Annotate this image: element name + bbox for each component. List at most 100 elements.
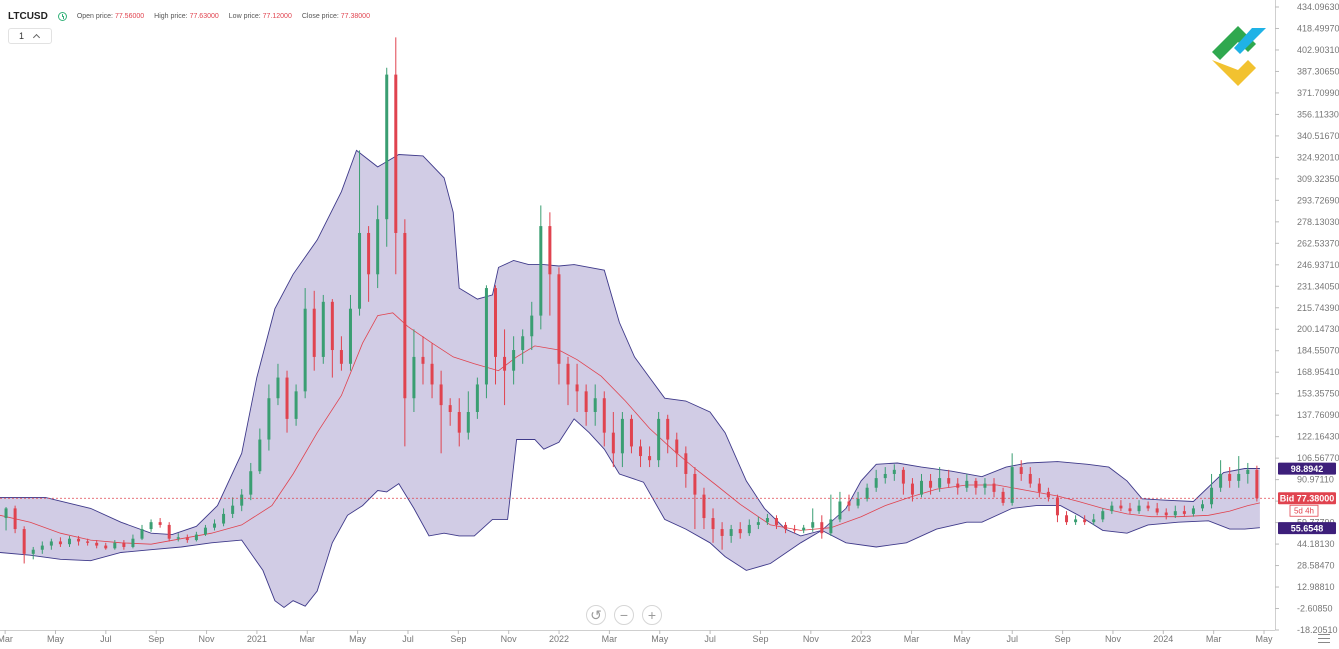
candle-body bbox=[557, 274, 561, 364]
candle-body bbox=[203, 527, 207, 535]
interval-value: 1 bbox=[19, 31, 25, 41]
brand-logo-icon bbox=[1212, 26, 1266, 86]
lower-band-badge: 55.6548 bbox=[1291, 524, 1324, 534]
candle-body bbox=[1146, 505, 1150, 509]
band-fill bbox=[0, 150, 1260, 608]
candle-body bbox=[938, 478, 942, 488]
close-price-value: 77.38000 bbox=[340, 12, 370, 20]
high-price-value: 77.63000 bbox=[189, 12, 219, 20]
x-tick-label: May bbox=[349, 634, 367, 644]
candle-body bbox=[4, 508, 8, 519]
candle-body bbox=[756, 522, 760, 525]
candle-body bbox=[267, 398, 271, 440]
candle-body bbox=[675, 439, 679, 454]
candle-body bbox=[620, 418, 624, 454]
x-tick-label: Mar bbox=[602, 634, 618, 644]
y-tick-label: 106.56770 bbox=[1297, 453, 1339, 463]
candle-body bbox=[1046, 491, 1050, 498]
x-tick-label: Nov bbox=[803, 634, 820, 644]
y-tick-label: 402.90310 bbox=[1297, 45, 1339, 55]
candle-body bbox=[1028, 473, 1032, 484]
candle-body bbox=[1119, 505, 1123, 509]
candle-body bbox=[367, 232, 371, 275]
bid-price-badge-bg bbox=[1278, 492, 1336, 505]
candle-body bbox=[1128, 508, 1132, 512]
candle-body bbox=[1019, 467, 1023, 474]
candle-body bbox=[829, 519, 833, 534]
candle-body bbox=[403, 232, 407, 399]
candle-body bbox=[185, 537, 189, 541]
candle-body bbox=[213, 523, 217, 528]
candle-body bbox=[276, 377, 280, 399]
y-tick-label: 137.76090 bbox=[1297, 410, 1339, 420]
y-tick-label: -2.60850 bbox=[1297, 604, 1333, 614]
y-tick-label: 246.93710 bbox=[1297, 260, 1339, 270]
y-tick-label: 371.70990 bbox=[1297, 88, 1339, 98]
candle-body bbox=[140, 529, 144, 539]
candle-body bbox=[702, 494, 706, 519]
candle-body bbox=[113, 542, 117, 549]
candle-body bbox=[412, 356, 416, 399]
candle-body bbox=[176, 537, 180, 539]
candle-body bbox=[104, 545, 108, 549]
candle-body bbox=[258, 439, 262, 472]
candle-body bbox=[765, 518, 769, 523]
candle-body bbox=[611, 432, 615, 454]
candle-body bbox=[376, 219, 380, 275]
x-tick-label: Sep bbox=[450, 634, 466, 644]
y-tick-label: 28.58470 bbox=[1297, 561, 1335, 571]
candle-body bbox=[729, 529, 733, 536]
candle-body bbox=[811, 522, 815, 528]
zoom-controls: ↺ − + bbox=[586, 605, 662, 625]
candle-body bbox=[1037, 483, 1041, 492]
candle-body bbox=[421, 356, 425, 364]
zoom-out-button[interactable]: − bbox=[614, 605, 634, 625]
candle-body bbox=[86, 541, 90, 543]
interval-selector[interactable]: 1 bbox=[8, 28, 52, 44]
candle-body bbox=[657, 418, 661, 461]
y-tick-label: 215.74390 bbox=[1297, 303, 1339, 313]
zoom-in-button[interactable]: + bbox=[642, 605, 662, 625]
candle-body bbox=[312, 308, 316, 357]
bid-price-badge: Bid 77.38000 bbox=[1280, 494, 1335, 504]
candle-body bbox=[838, 501, 842, 520]
close-price-label: Close price: bbox=[301, 12, 339, 20]
x-tick-label: Mar bbox=[1206, 634, 1222, 644]
upper-band-badge-bg bbox=[1278, 462, 1336, 475]
middle-band-line bbox=[0, 312, 1260, 545]
reset-zoom-button[interactable]: ↺ bbox=[586, 605, 606, 625]
candle-body bbox=[222, 513, 226, 524]
y-tick-label: 293.72690 bbox=[1297, 195, 1339, 205]
clock-icon[interactable] bbox=[57, 11, 67, 21]
candle-body bbox=[774, 518, 778, 525]
candle-body bbox=[158, 522, 162, 525]
candle-body bbox=[1101, 511, 1105, 520]
candle-body bbox=[330, 301, 334, 351]
y-tick-label: 153.35750 bbox=[1297, 389, 1339, 399]
candle-body bbox=[249, 471, 253, 495]
y-tick-label: 324.92010 bbox=[1297, 152, 1339, 162]
candle-body bbox=[1219, 473, 1223, 488]
candle-body bbox=[394, 74, 398, 233]
candle-body bbox=[992, 483, 996, 492]
lower-band-badge-bg bbox=[1278, 522, 1336, 535]
y-tick-label: 278.13030 bbox=[1297, 217, 1339, 227]
y-tick-label: -18.20510 bbox=[1297, 625, 1338, 635]
y-tick-label: 356.11330 bbox=[1297, 109, 1339, 119]
candle-body bbox=[131, 538, 135, 547]
x-tick-label: 2022 bbox=[549, 634, 569, 644]
x-tick-label: May bbox=[47, 634, 65, 644]
candle-body bbox=[1083, 519, 1087, 523]
candle-body bbox=[149, 522, 153, 530]
candle-body bbox=[95, 542, 99, 546]
settings-icon[interactable] bbox=[1318, 634, 1330, 644]
x-tick-label: 2024 bbox=[1153, 634, 1173, 644]
y-tick-label: 434.09630 bbox=[1297, 2, 1339, 12]
candle-body bbox=[1173, 511, 1177, 516]
candle-body bbox=[720, 529, 724, 536]
y-tick-label: 122.16430 bbox=[1297, 432, 1339, 442]
candle-body bbox=[566, 363, 570, 385]
x-tick-label: May bbox=[651, 634, 669, 644]
candle-body bbox=[929, 480, 933, 488]
